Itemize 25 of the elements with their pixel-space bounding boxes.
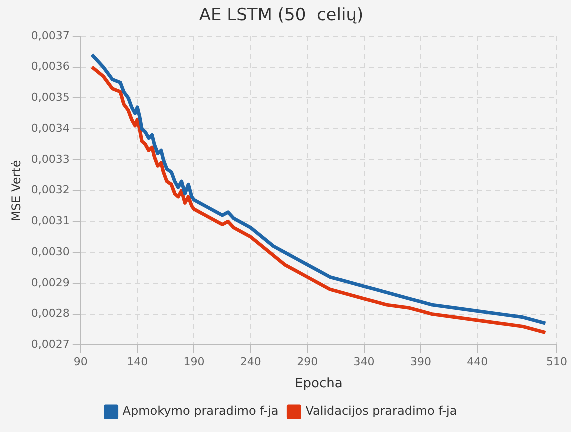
y-tick-label: 0,0034 xyxy=(31,122,70,135)
y-tick-label: 0,0036 xyxy=(31,60,70,74)
x-axis-title: Epocha xyxy=(295,376,343,392)
x-tick-label: 340 xyxy=(354,356,375,369)
y-tick-label: 0,0030 xyxy=(31,245,70,258)
y-tick-label: 0,0031 xyxy=(31,214,70,228)
x-tick-label: 290 xyxy=(297,356,318,369)
chart-title: AE LSTM (50 celių) xyxy=(199,6,364,26)
x-tick-label: 390 xyxy=(410,356,432,369)
y-tick-label: 0,0035 xyxy=(31,91,70,104)
y-tick-label: 0,0027 xyxy=(31,338,70,352)
legend-label: Validacijos praradimo f-ja xyxy=(306,404,458,418)
y-axis-title: MSE Vertė xyxy=(9,160,24,222)
x-tick-label: 510 xyxy=(546,356,568,369)
y-tick-label: 0,0033 xyxy=(31,152,70,166)
x-tick-label: 240 xyxy=(240,356,262,369)
y-tick-label: 0,0029 xyxy=(31,276,70,290)
y-tick-label: 0,0032 xyxy=(31,184,70,197)
x-tick-label: 140 xyxy=(127,356,148,369)
y-tick-label: 0,0037 xyxy=(31,29,70,42)
x-tick-label: 440 xyxy=(467,356,488,369)
y-tick-label: 0,0028 xyxy=(31,307,70,320)
x-tick-label: 90 xyxy=(74,356,88,369)
x-tick-label: 190 xyxy=(184,356,205,369)
legend-label: Apmokymo praradimo f-ja xyxy=(122,404,279,418)
